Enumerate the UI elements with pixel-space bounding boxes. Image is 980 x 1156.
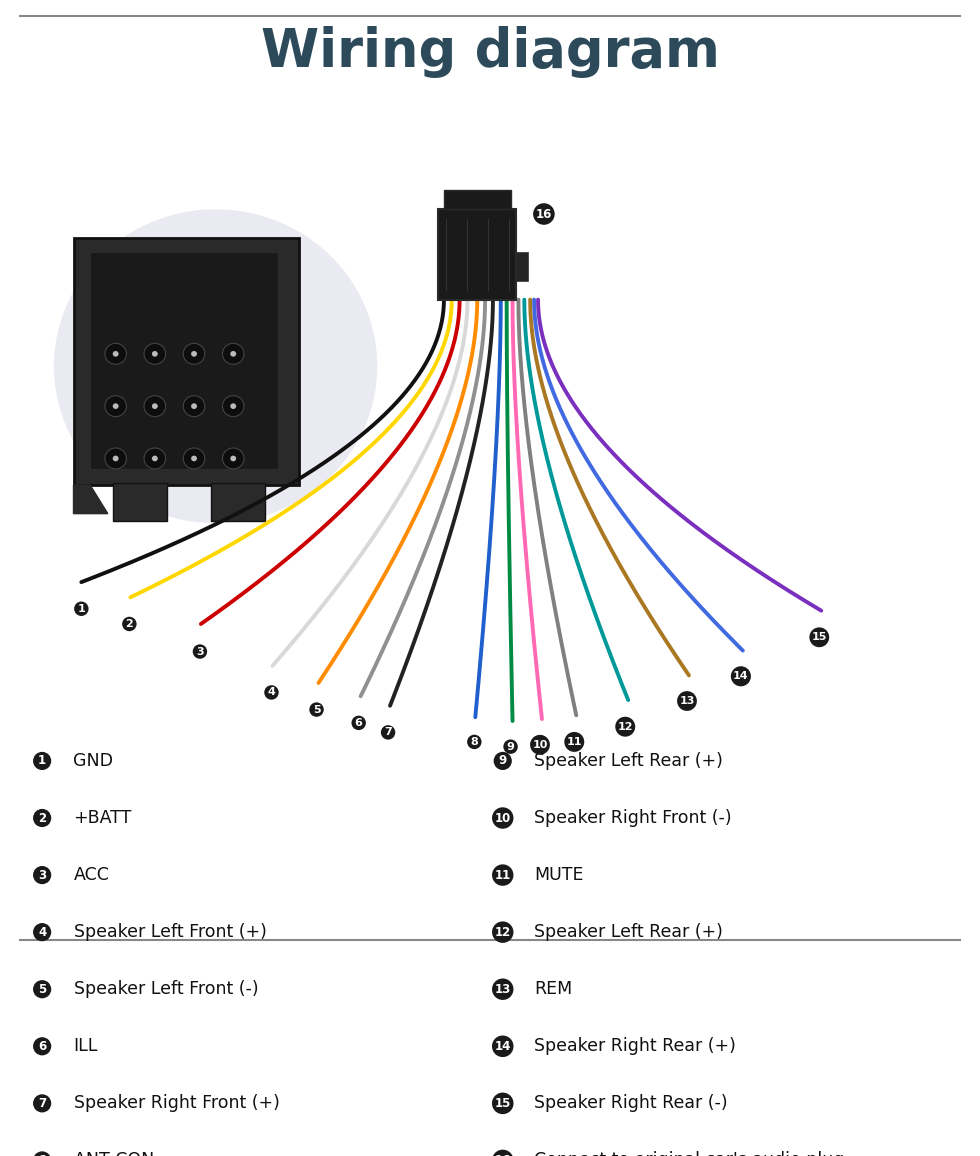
Circle shape [230, 455, 236, 461]
Text: 13: 13 [495, 983, 511, 995]
Text: 7: 7 [384, 727, 392, 738]
Text: 9: 9 [507, 742, 514, 751]
Circle shape [191, 403, 197, 409]
Circle shape [105, 343, 126, 364]
Text: GND: GND [74, 751, 114, 770]
Text: +BATT: +BATT [74, 809, 132, 827]
Circle shape [222, 395, 244, 416]
Text: Speaker Left Front (+): Speaker Left Front (+) [74, 924, 267, 941]
Text: 10: 10 [532, 740, 548, 750]
Text: 11: 11 [495, 868, 511, 882]
FancyBboxPatch shape [113, 483, 167, 521]
Text: 9: 9 [499, 755, 507, 768]
Circle shape [105, 449, 126, 469]
Text: Speaker Right Rear (+): Speaker Right Rear (+) [534, 1037, 736, 1055]
Circle shape [144, 395, 166, 416]
Circle shape [152, 403, 158, 409]
Text: 13: 13 [679, 696, 695, 706]
Text: 14: 14 [733, 672, 749, 681]
Circle shape [113, 351, 119, 357]
FancyBboxPatch shape [438, 209, 516, 299]
Circle shape [105, 395, 126, 416]
Circle shape [222, 449, 244, 469]
Circle shape [183, 395, 205, 416]
FancyBboxPatch shape [516, 252, 528, 281]
Circle shape [183, 449, 205, 469]
Text: REM: REM [534, 980, 572, 999]
Text: 4: 4 [268, 688, 275, 697]
Text: 2: 2 [38, 812, 46, 824]
Text: 3: 3 [196, 646, 204, 657]
Text: 2: 2 [125, 618, 133, 629]
FancyBboxPatch shape [444, 191, 511, 209]
Text: Speaker Right Front (-): Speaker Right Front (-) [534, 809, 732, 827]
Circle shape [183, 343, 205, 364]
Text: Speaker Left Rear (+): Speaker Left Rear (+) [534, 924, 723, 941]
Text: 11: 11 [566, 736, 582, 747]
Text: 5: 5 [38, 983, 46, 995]
Text: Connect to original car's audio plug: Connect to original car's audio plug [534, 1151, 845, 1156]
Circle shape [152, 455, 158, 461]
Text: ACC: ACC [74, 866, 110, 884]
FancyBboxPatch shape [211, 483, 265, 521]
Text: 15: 15 [811, 632, 827, 643]
Text: 3: 3 [38, 868, 46, 882]
Text: 8: 8 [38, 1154, 46, 1156]
Text: MUTE: MUTE [534, 866, 584, 884]
Text: 6: 6 [38, 1039, 46, 1053]
Circle shape [144, 449, 166, 469]
Text: Speaker Left Rear (+): Speaker Left Rear (+) [534, 751, 723, 770]
Text: Speaker Left Front (-): Speaker Left Front (-) [74, 980, 258, 999]
Text: 4: 4 [38, 926, 46, 939]
Text: 12: 12 [617, 721, 633, 732]
Text: 16: 16 [536, 208, 552, 221]
Text: 5: 5 [313, 704, 320, 714]
Text: 15: 15 [495, 1097, 511, 1110]
Circle shape [191, 351, 197, 357]
Circle shape [144, 343, 166, 364]
Circle shape [152, 351, 158, 357]
Text: 16: 16 [495, 1154, 511, 1156]
Text: 6: 6 [355, 718, 363, 728]
Circle shape [222, 343, 244, 364]
Text: Speaker Right Rear (-): Speaker Right Rear (-) [534, 1095, 728, 1112]
Circle shape [113, 455, 119, 461]
Text: 10: 10 [495, 812, 511, 824]
Circle shape [113, 403, 119, 409]
Text: 12: 12 [495, 926, 511, 939]
Polygon shape [74, 486, 108, 513]
Text: Speaker Right Front (+): Speaker Right Front (+) [74, 1095, 279, 1112]
Circle shape [230, 403, 236, 409]
FancyBboxPatch shape [74, 238, 299, 486]
FancyBboxPatch shape [90, 252, 278, 469]
Text: 8: 8 [470, 736, 478, 747]
Text: 7: 7 [38, 1097, 46, 1110]
Circle shape [230, 351, 236, 357]
Text: ANT CON: ANT CON [74, 1151, 154, 1156]
Circle shape [191, 455, 197, 461]
Text: 14: 14 [495, 1039, 511, 1053]
Text: ILL: ILL [74, 1037, 98, 1055]
Text: Wiring diagram: Wiring diagram [261, 27, 719, 79]
Circle shape [54, 209, 377, 524]
Text: 1: 1 [38, 755, 46, 768]
Text: 1: 1 [77, 603, 85, 614]
